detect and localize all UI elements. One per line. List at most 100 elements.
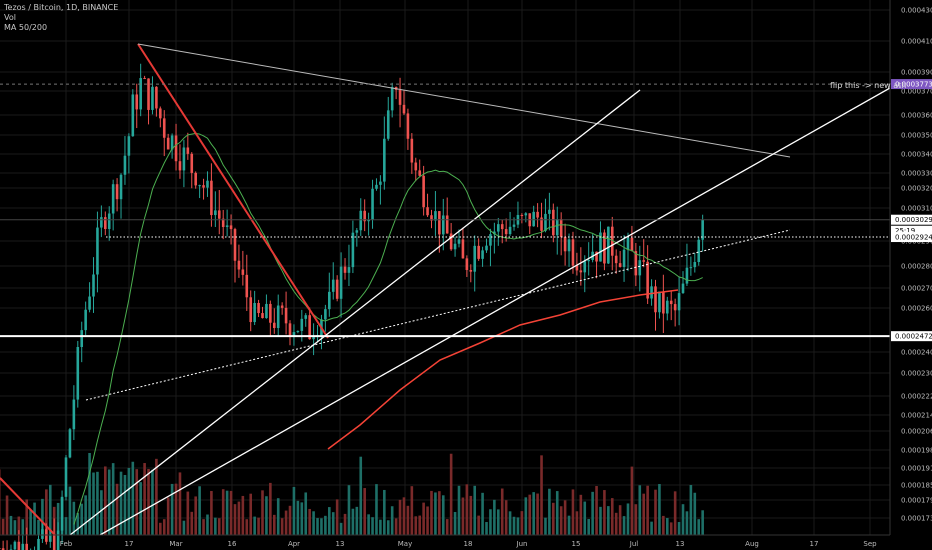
volume-bar [288, 505, 292, 535]
volume-bar [198, 486, 201, 535]
candle-body [261, 313, 264, 319]
candle-body [351, 232, 355, 268]
candle-body [265, 303, 268, 319]
volume-bar [622, 516, 626, 535]
candle-body [335, 279, 339, 299]
symbol-title[interactable]: Tezos / Bitcoin, 1D, BINANCE [4, 3, 119, 12]
price-tick-label: 0.0003200 [901, 185, 932, 193]
volume-bar [520, 511, 524, 535]
volume-bar [92, 472, 95, 535]
time-axis[interactable]: Feb 17 Mar 16 Apr 13 May 18 Jun 15 Jul 13 Aug 17 Sep [0, 534, 890, 548]
candle-body [626, 237, 630, 250]
price-axis[interactable]: 0.00043000.00041000.00039000.00037000.00… [889, 0, 932, 535]
volume-bar [669, 522, 673, 535]
time-tick-label: 13 [336, 540, 345, 548]
volume-bar [685, 511, 689, 535]
volume-bar [563, 500, 567, 535]
volume-bar [552, 502, 555, 535]
volume-bar [610, 498, 614, 535]
candle-body [202, 185, 205, 188]
candle-body [461, 239, 465, 259]
price-tag-box [891, 232, 932, 243]
price-tick-label: 0.0002800 [901, 263, 932, 271]
volume-bar [394, 518, 398, 535]
candle-body [552, 209, 555, 236]
candle-body [418, 170, 421, 176]
volume-bar [689, 484, 693, 535]
volume-indicator-label[interactable]: Vol [4, 13, 16, 22]
candle-body [540, 217, 543, 231]
volume-bar [371, 517, 374, 535]
volume-bar [355, 506, 359, 535]
volume-bar [390, 506, 394, 535]
volume-bar [304, 492, 308, 535]
volume-bar [217, 518, 221, 535]
ma50-line [73, 132, 703, 525]
candle-body [276, 305, 280, 328]
chart-legend: Tezos / Bitcoin, 1D, BINANCE Vol MA 50/2… [4, 3, 118, 33]
volume-bar [245, 519, 249, 535]
price-tick-label: 0.0001790 [901, 497, 932, 505]
candle-body [186, 147, 190, 154]
volume-bar [544, 517, 547, 535]
price-tick-label: 0.0003400 [901, 151, 932, 159]
candle-body [477, 245, 480, 259]
candle-body [198, 185, 201, 187]
candle-body [520, 214, 524, 216]
candle-body [60, 496, 64, 531]
volume-bar [681, 504, 685, 535]
candle-body [92, 274, 95, 297]
candle-body [595, 251, 598, 262]
volume-bar [398, 499, 402, 535]
candle-body [607, 226, 610, 264]
volume-bar [567, 515, 571, 535]
price-tick-label: 0.0001850 [901, 482, 932, 490]
candle-body [646, 261, 649, 299]
volume-bar [5, 495, 9, 535]
volume-bar [166, 497, 170, 535]
volume-bar [453, 511, 457, 535]
candle-body [229, 225, 233, 230]
candle-body [269, 303, 272, 323]
candle-body [143, 78, 146, 80]
volume-bar [151, 469, 154, 535]
price-tag-label: 0.0003029 [895, 216, 932, 224]
volume-bar [614, 512, 618, 535]
volume-bar [131, 461, 135, 535]
candle-body [292, 332, 296, 337]
candle-body [449, 233, 453, 250]
candle-body [544, 213, 547, 231]
candle-body [72, 399, 76, 430]
candle-body [383, 138, 386, 182]
candle-body [123, 155, 127, 175]
volume-bar [111, 463, 115, 535]
candle-body [563, 237, 567, 252]
volume-bar [548, 488, 551, 535]
ma-indicator-label[interactable]: MA 50/200 [4, 23, 48, 32]
volume-bar [37, 519, 40, 535]
volume-bar [80, 503, 84, 535]
volume-bar [434, 492, 437, 535]
volume-bar [375, 484, 378, 535]
volume-bar [418, 515, 421, 535]
candle-body [426, 207, 429, 216]
volume-bar [516, 517, 520, 535]
candle-body [312, 337, 315, 340]
candle-body [583, 261, 587, 273]
volume-bar [646, 485, 649, 535]
price-tag-label: 0.0002924 [895, 234, 932, 242]
price-tick-label: 0.0003300 [901, 170, 932, 178]
candle-body [500, 224, 504, 230]
moving-averages [73, 132, 703, 525]
candle-body [45, 529, 48, 542]
price-tick-label: 0.0003500 [901, 132, 932, 140]
candle-body [441, 215, 445, 235]
candle-body [445, 215, 449, 234]
volume-bar [210, 491, 213, 535]
candle-body [280, 305, 284, 308]
candle-body [402, 104, 406, 114]
annotation-text: flip this -> new ath [830, 81, 906, 90]
candle-body [182, 147, 186, 171]
price-tick-label: 0.0002700 [901, 285, 932, 293]
